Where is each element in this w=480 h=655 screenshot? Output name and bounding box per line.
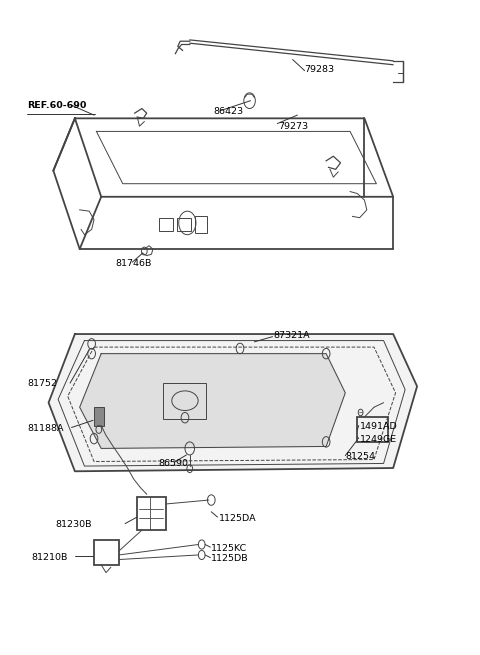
Text: REF.60-690: REF.60-690 [27,101,86,110]
Text: 79283: 79283 [305,65,335,74]
Bar [137,497,166,530]
Text: 81752: 81752 [27,379,57,388]
Text: 1491AD: 1491AD [360,422,397,432]
Text: 1125DB: 1125DB [211,554,249,563]
Text: 81254: 81254 [345,453,375,461]
Polygon shape [48,334,417,472]
Text: 86590: 86590 [158,459,189,468]
Text: 1125DA: 1125DA [218,514,256,523]
Text: 87321A: 87321A [274,331,310,340]
Bar [94,540,119,565]
Text: 79273: 79273 [278,122,309,131]
Bar [177,217,191,231]
Text: 1249GE: 1249GE [360,436,397,445]
Text: 81188A: 81188A [27,424,63,434]
Text: 86423: 86423 [214,107,244,117]
Text: 81746B: 81746B [116,259,152,268]
Bar [158,217,173,231]
Bar [94,407,104,426]
Text: 81210B: 81210B [32,553,68,562]
Bar [163,383,206,419]
Text: 81230B: 81230B [56,520,92,529]
Text: 1125KC: 1125KC [211,544,248,553]
Polygon shape [80,354,345,449]
Bar [357,417,388,442]
Bar [195,216,207,233]
